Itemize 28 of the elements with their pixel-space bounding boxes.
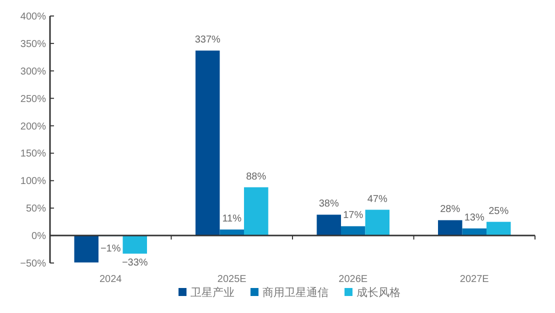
y-tick-label: 50% — [26, 204, 46, 215]
data-label: 17% — [343, 210, 364, 222]
data-label: −33% — [122, 258, 148, 269]
legend-label: 成长风格 — [356, 286, 400, 299]
x-tick-label: 2025E — [217, 274, 247, 285]
data-label: −1% — [100, 244, 121, 255]
legend-label: 卫星产业 — [190, 286, 234, 299]
y-tick-label: 0% — [32, 231, 46, 242]
data-label: 28% — [440, 204, 460, 216]
data-label: 38% — [318, 198, 339, 210]
y-tick-label: 350% — [20, 38, 46, 50]
data-label: 13% — [464, 212, 484, 224]
y-tick-label: 150% — [20, 148, 46, 160]
y-tick-label: 200% — [20, 121, 46, 132]
data-label: 47% — [367, 194, 388, 205]
y-tick-label: 400% — [20, 12, 46, 22]
data-label: 88% — [246, 171, 266, 182]
x-tick-label: 2024 — [100, 274, 122, 285]
data-label: 25% — [488, 206, 509, 217]
x-tick-label: 2027E — [460, 274, 490, 285]
y-tick-label: −50% — [20, 258, 46, 270]
data-label: 11% — [222, 214, 242, 225]
y-tick-label: 250% — [20, 94, 46, 105]
x-tick-label: 2026E — [338, 274, 368, 285]
legend-label: 商用卫星通信 — [262, 286, 328, 299]
y-tick-label: 100% — [20, 176, 46, 188]
data-label: 337% — [194, 34, 221, 46]
y-tick-label: 300% — [20, 66, 46, 78]
